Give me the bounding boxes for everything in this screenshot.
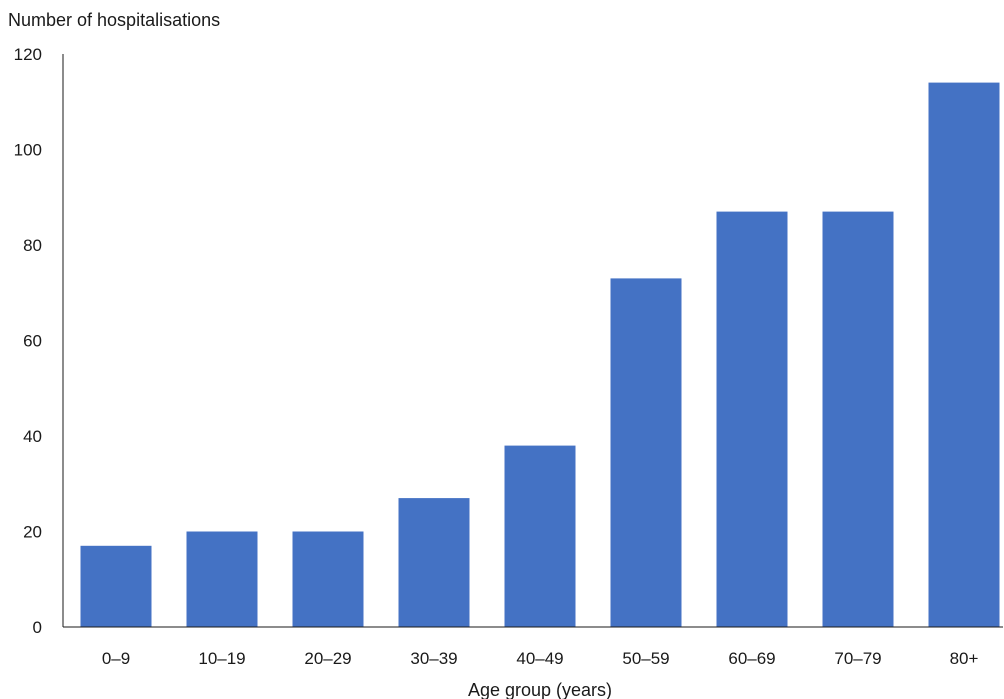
bar-6 [716,211,788,627]
bar-8 [928,82,1000,628]
bar-5 [610,278,682,627]
y-axis-label: Number of hospitalisations [8,10,220,30]
x-tick-label: 40–49 [516,649,563,668]
bar-7 [822,211,894,627]
bar-3 [398,498,470,627]
x-tick-label: 80+ [950,649,979,668]
bar-1 [186,531,258,627]
y-tick-label: 60 [23,332,42,351]
y-tick-label: 80 [23,236,42,255]
y-tick-label: 40 [23,427,42,446]
bar-2 [292,531,364,627]
x-axis-tick-labels: 0–9 10–19 20–29 30–39 40–49 50–59 60–69 70–79 80… [102,649,979,668]
x-tick-label: 20–29 [304,649,351,668]
y-tick-label: 100 [14,141,42,160]
x-tick-label: 10–19 [198,649,245,668]
x-tick-label: 0–9 [102,649,130,668]
bars [80,82,1000,628]
x-tick-label: 60–69 [728,649,775,668]
y-tick-label: 120 [14,45,42,64]
y-axis-ticks: 0 20 40 60 80 100 120 [14,45,42,637]
x-axis-label: Age group (years) [468,680,612,699]
bar-0 [80,545,152,627]
x-tick-label: 70–79 [834,649,881,668]
x-tick-label: 50–59 [622,649,669,668]
bar-4 [504,445,576,627]
y-tick-label: 0 [33,618,42,637]
x-tick-label: 30–39 [410,649,457,668]
y-tick-label: 20 [23,523,42,542]
